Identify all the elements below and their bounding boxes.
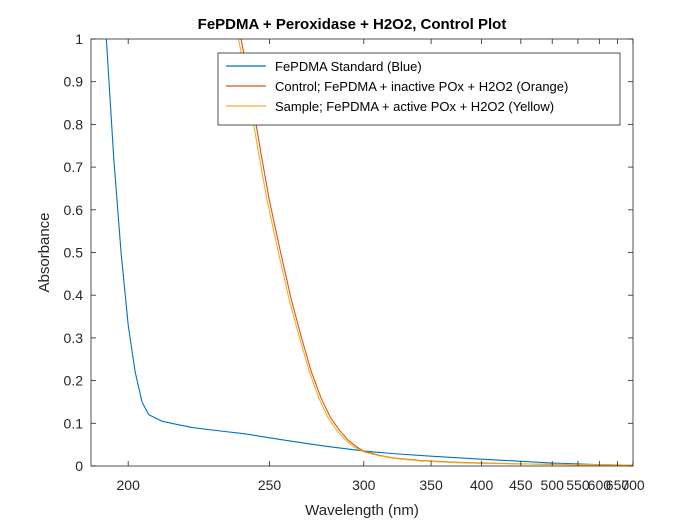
chart-title: FePDMA + Peroxidase + H2O2, Control Plot <box>198 16 507 33</box>
plot-frame <box>90 38 634 467</box>
y-tick-label: 0.3 <box>64 330 84 346</box>
x-tick-label: 400 <box>470 477 494 493</box>
legend: FePDMA Standard (Blue) Control; FePDMA + … <box>217 52 621 126</box>
x-axis-label: Wavelength (nm) <box>305 502 419 519</box>
y-axis-label: Absorbance <box>36 212 53 292</box>
x-tick-label: 650 <box>606 477 630 493</box>
x-tick-label: 300 <box>352 477 376 493</box>
y-tick-label: 1 <box>75 31 83 47</box>
y-tick-label: 0.9 <box>64 74 84 90</box>
y-tick-label: 0 <box>75 458 83 474</box>
legend-label-1: FePDMA Standard (Blue) <box>275 59 422 74</box>
x-tick-label: 600 <box>588 477 612 493</box>
legend-box <box>217 52 621 126</box>
x-tick-label: 450 <box>509 477 533 493</box>
y-tick-label: 0.5 <box>64 245 84 261</box>
x-tick-label: 500 <box>541 477 565 493</box>
y-tick-label: 0.2 <box>64 373 84 389</box>
y-tick-label: 0.7 <box>64 159 84 175</box>
legend-label-2: Control; FePDMA + inactive POx + H2O2 (O… <box>275 79 568 94</box>
x-tick-label: 700 <box>621 477 645 493</box>
x-tick-label: 250 <box>258 477 282 493</box>
series-line-1 <box>105 39 633 466</box>
y-tick-label: 0.6 <box>64 202 84 218</box>
legend-label-3: Sample; FePDMA + active POx + H2O2 (Yell… <box>275 99 554 114</box>
y-tick-label: 0.1 <box>64 415 84 431</box>
x-tick-label: 550 <box>566 477 590 493</box>
x-tick-label: 200 <box>117 477 141 493</box>
x-tick-label: 350 <box>419 477 443 493</box>
y-tick-label: 0.8 <box>64 116 84 132</box>
y-tick-label: 0.4 <box>64 287 84 303</box>
